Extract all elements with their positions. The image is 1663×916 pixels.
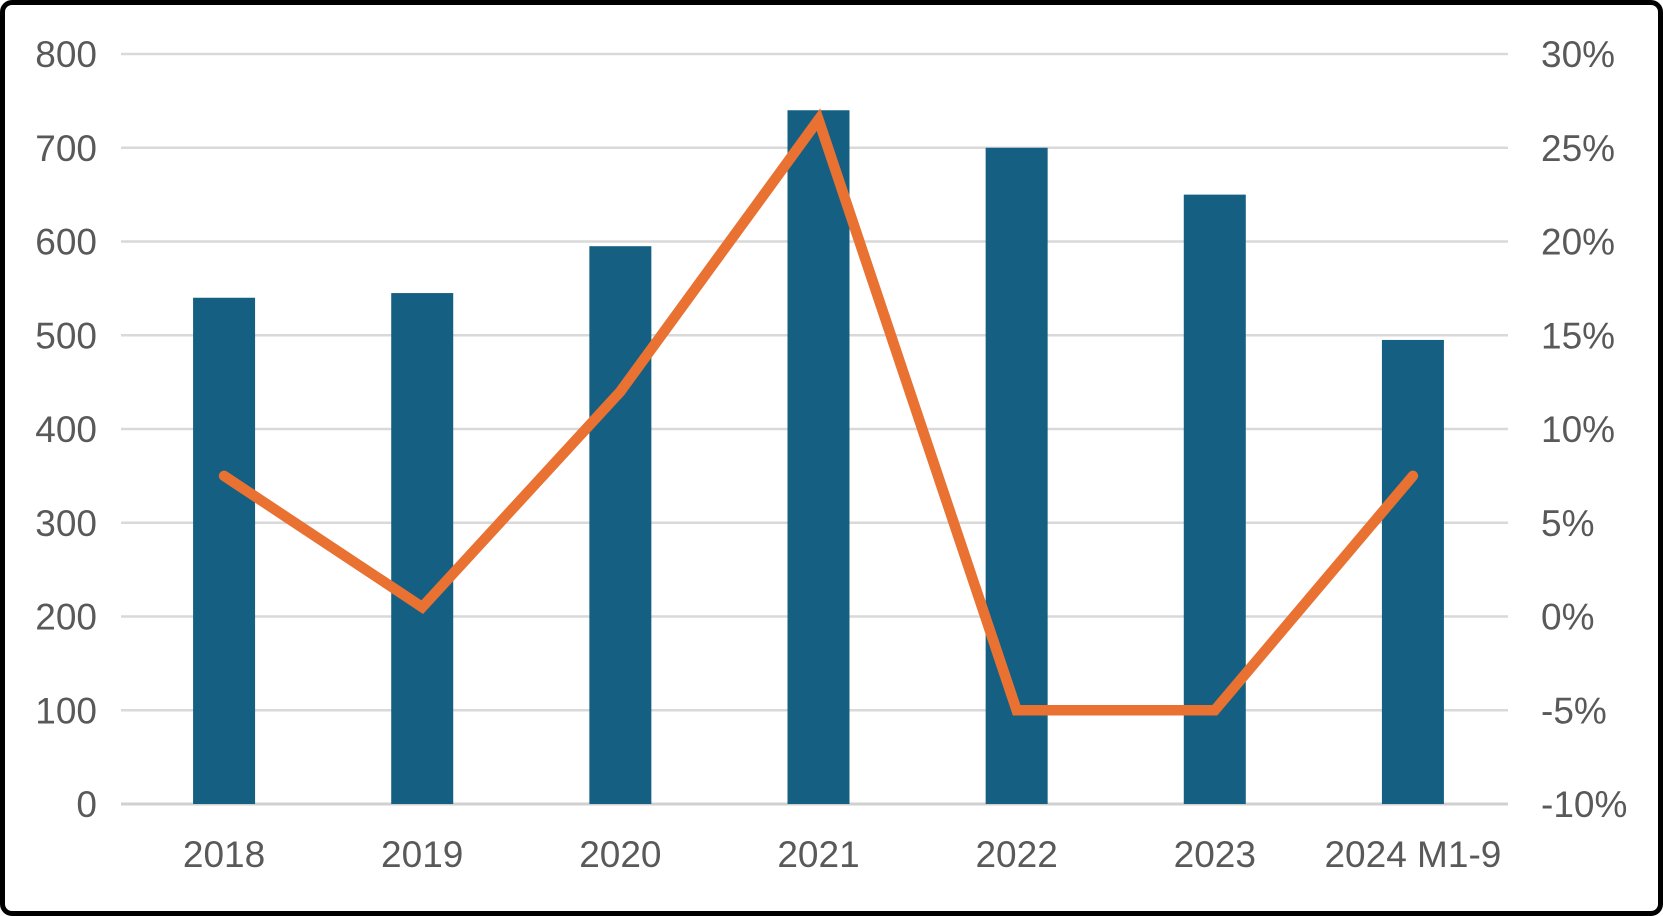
left-axis-tick: 300 <box>35 503 97 544</box>
bar-2020 <box>589 246 652 804</box>
left-axis-tick: 200 <box>35 597 97 638</box>
bar-2024 M1-9 <box>1381 339 1444 804</box>
left-axis-tick: 0 <box>76 784 97 825</box>
bar-2019 <box>391 293 454 804</box>
combo-bar-line-chart: 0 100 200 300 400 500 600 700 800 -10% -5% 0% 5% 10% 1… <box>35 34 1627 875</box>
left-axis-tick: 700 <box>35 128 97 169</box>
right-axis-tick: 30% <box>1541 34 1615 75</box>
x-axis-label-2021: 2021 <box>777 834 859 875</box>
x-axis-label-2023: 2023 <box>1174 834 1256 875</box>
right-axis-tick: -5% <box>1541 690 1607 731</box>
x-axis-label-2022: 2022 <box>975 834 1057 875</box>
bar-2018 <box>193 297 256 804</box>
right-axis-tick: 20% <box>1541 222 1615 263</box>
right-axis-tick: 0% <box>1541 597 1594 638</box>
x-axis-label-2024 M1-9: 2024 M1-9 <box>1324 834 1501 875</box>
left-axis-tick: 100 <box>35 690 97 731</box>
right-axis-tick: 15% <box>1541 315 1615 356</box>
x-axis-label-2019: 2019 <box>381 834 463 875</box>
left-axis-tick: 400 <box>35 409 97 450</box>
x-axis-label-2020: 2020 <box>579 834 661 875</box>
bar-2021 <box>787 110 850 804</box>
x-axis-label-2018: 2018 <box>183 834 265 875</box>
left-axis-tick: 800 <box>35 34 97 75</box>
right-axis-tick: 10% <box>1541 409 1615 450</box>
left-axis-tick: 500 <box>35 315 97 356</box>
growth-line <box>218 108 1419 716</box>
right-axis-tick: -10% <box>1541 784 1627 825</box>
right-axis-tick: 25% <box>1541 128 1615 169</box>
right-axis-tick: 5% <box>1541 503 1594 544</box>
left-axis-tick: 600 <box>35 222 97 263</box>
